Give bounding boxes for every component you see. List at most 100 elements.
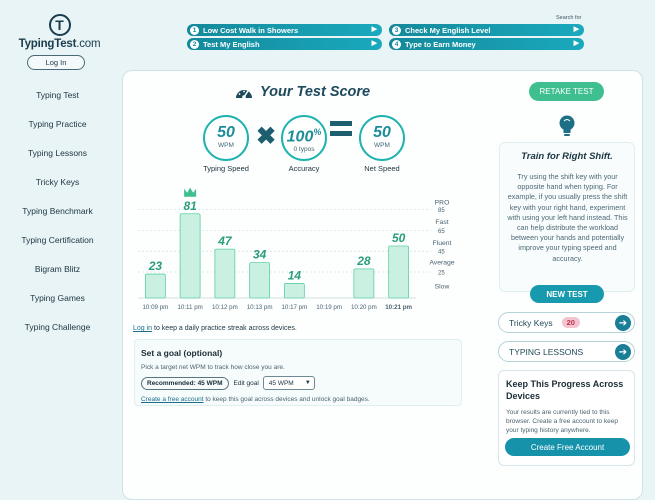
- top-link-label: Test My English: [203, 39, 260, 49]
- sidebar-item-tricky-keys[interactable]: Tricky Keys: [35, 176, 80, 187]
- top-link-2[interactable]: 2 Test My English ▶: [187, 38, 382, 50]
- x-tick-label: 10:21 pm: [385, 304, 412, 311]
- lightbulb-icon: [559, 115, 575, 136]
- speed-band-label: Slow: [435, 284, 450, 291]
- x-tick-label: 10:11 pm: [177, 304, 202, 311]
- net-speed-circle: 50 WPM: [359, 115, 405, 161]
- top-link-1[interactable]: 1 Low Cost Walk in Showers ▶: [187, 24, 382, 36]
- goal-title: Set a goal (optional): [141, 348, 223, 358]
- sidebar-item-typing-lessons[interactable]: Typing Lessons: [27, 147, 88, 158]
- sidebar-item-bigram-blitz[interactable]: Bigram Blitz: [34, 263, 81, 274]
- top-link-label: Low Cost Walk in Showers: [203, 25, 299, 35]
- chart-bar: [388, 245, 410, 299]
- sidebar-nav: Typing Test Typing Practice Typing Lesso…: [0, 80, 115, 341]
- top-link-4[interactable]: 4 Type to Earn Money ▶: [389, 38, 584, 50]
- goal-subtitle: Pick a target net WPM to track how close…: [141, 364, 285, 371]
- keep-progress-card: Keep This Progress Across Devices Your r…: [498, 370, 635, 466]
- y-tick-label: 25: [438, 271, 445, 277]
- sidebar-item-typing-challenge[interactable]: Typing Challenge: [24, 321, 91, 332]
- recommended-goal-button[interactable]: Recommended: 45 WPM: [141, 376, 229, 390]
- y-tick-label: 65: [438, 229, 445, 235]
- crown-icon: [184, 187, 197, 197]
- goal-select-value: 45 WPM: [268, 379, 294, 387]
- accuracy-value: 100%: [286, 127, 322, 146]
- y-tick-label: 85: [438, 208, 445, 214]
- speed-band-label: Fast: [435, 219, 448, 226]
- login-link[interactable]: Log in: [133, 325, 153, 332]
- x-tick-label: 10:13 pm: [247, 304, 273, 311]
- sidebar-item-typing-test[interactable]: Typing Test: [36, 89, 79, 100]
- multiply-icon: ✖: [256, 123, 277, 150]
- keep-progress-title: Keep This Progress Across Devices: [506, 379, 624, 401]
- tip-body: Try using the shift key with your opposi…: [507, 172, 628, 263]
- x-tick-label: 10:20 pm: [351, 304, 377, 311]
- link-number: 2: [190, 39, 199, 49]
- new-test-button[interactable]: NEW TEST: [530, 285, 604, 303]
- accuracy-typos: 0 typos: [293, 146, 315, 154]
- accuracy-circle: 100% 0 typos: [281, 115, 327, 161]
- speed-circle: 50 WPM: [203, 115, 249, 161]
- speed-unit: WPM: [218, 142, 234, 149]
- speed-band-label: Average: [429, 260, 454, 267]
- search-for-label: Search for: [556, 15, 582, 21]
- tip-title: Train for Right Shift.: [521, 151, 613, 162]
- tip-card: Train for Right Shift. Try using the shi…: [499, 142, 635, 292]
- sidebar-item-typing-games[interactable]: Typing Games: [30, 292, 85, 303]
- x-tick-label: 10:09 pm: [142, 304, 168, 311]
- tricky-keys-count: 20: [561, 317, 580, 328]
- sidebar-item-typing-practice[interactable]: Typing Practice: [28, 118, 87, 129]
- typing-lessons-button[interactable]: TYPING LESSONS ➔: [498, 341, 635, 362]
- equals-icon: [330, 121, 352, 141]
- chevron-right-icon: ▶: [371, 26, 377, 33]
- link-number: 3: [392, 25, 401, 35]
- speed-caption: Typing Speed: [203, 164, 249, 173]
- goal-controls: Recommended: 45 WPM Edit goal 45 WPM ▼: [141, 376, 455, 390]
- bar-value-label: 47: [217, 234, 233, 248]
- x-tick-label: 10:17 pm: [281, 304, 307, 311]
- sidebar-item-typing-benchmark[interactable]: Typing Benchmark: [22, 205, 93, 216]
- bar-value-label: 14: [288, 268, 302, 282]
- chevron-right-icon: ▶: [573, 26, 579, 33]
- chart-bar: [214, 248, 236, 299]
- chevron-right-icon: ▶: [573, 40, 579, 47]
- speed-band-label: PRO: [435, 199, 450, 206]
- speed-band-label: Fluent: [433, 240, 452, 247]
- chevron-right-icon: ▶: [371, 40, 377, 47]
- create-account-link[interactable]: Create a free account: [141, 396, 204, 403]
- chart-bar: [353, 268, 375, 299]
- goal-box: Set a goal (optional) Pick a target net …: [134, 339, 462, 406]
- typing-lessons-label: TYPING LESSONS: [509, 346, 584, 357]
- top-link-label: Type to Earn Money: [405, 39, 476, 49]
- logo-icon: T: [48, 14, 71, 36]
- top-link-3[interactable]: 3 Check My English Level ▶: [389, 24, 584, 36]
- page-title: Your Test Score: [260, 84, 371, 100]
- chart-bar: [249, 262, 271, 299]
- bar-value-label: 23: [148, 259, 163, 273]
- speedometer-icon: [236, 90, 252, 99]
- link-number: 4: [392, 39, 401, 49]
- retake-test-button[interactable]: RETAKE TEST: [529, 82, 604, 101]
- create-free-account-button[interactable]: Create Free Account: [505, 438, 630, 456]
- brand-logo[interactable]: T TypingTest.com: [12, 14, 107, 50]
- accuracy-caption: Accuracy: [288, 164, 320, 173]
- edit-goal-label: Edit goal: [233, 379, 259, 387]
- goal-select[interactable]: 45 WPM ▼: [262, 376, 315, 390]
- net-speed-caption: Net Speed: [364, 164, 400, 173]
- net-speed-unit: WPM: [374, 142, 390, 149]
- chart-bar: [144, 273, 166, 299]
- bar-value-label: 28: [356, 254, 371, 268]
- bar-value-label: 81: [183, 199, 197, 213]
- chart-bar: [179, 213, 201, 299]
- bar-value-label: 34: [253, 248, 267, 262]
- x-tick-label: 10:19 pm: [316, 304, 342, 311]
- tricky-keys-button[interactable]: Tricky Keys 20 ➔: [498, 312, 635, 333]
- login-streak-note: Log in to keep a daily practice streak a…: [133, 325, 297, 332]
- wpm-history-chart: 25 45 65 85 PRO Fast Fluent Average Slow 23 10:09 …: [138, 187, 455, 311]
- sidebar-item-typing-certification[interactable]: Typing Certification: [21, 234, 94, 245]
- tricky-keys-label: Tricky Keys: [509, 317, 553, 328]
- net-speed-value: 50: [373, 124, 391, 141]
- chart-bar: [283, 283, 305, 299]
- y-tick-label: 45: [438, 250, 445, 256]
- score-header: Your Test Score: [235, 84, 370, 100]
- login-button[interactable]: Log In: [27, 55, 85, 70]
